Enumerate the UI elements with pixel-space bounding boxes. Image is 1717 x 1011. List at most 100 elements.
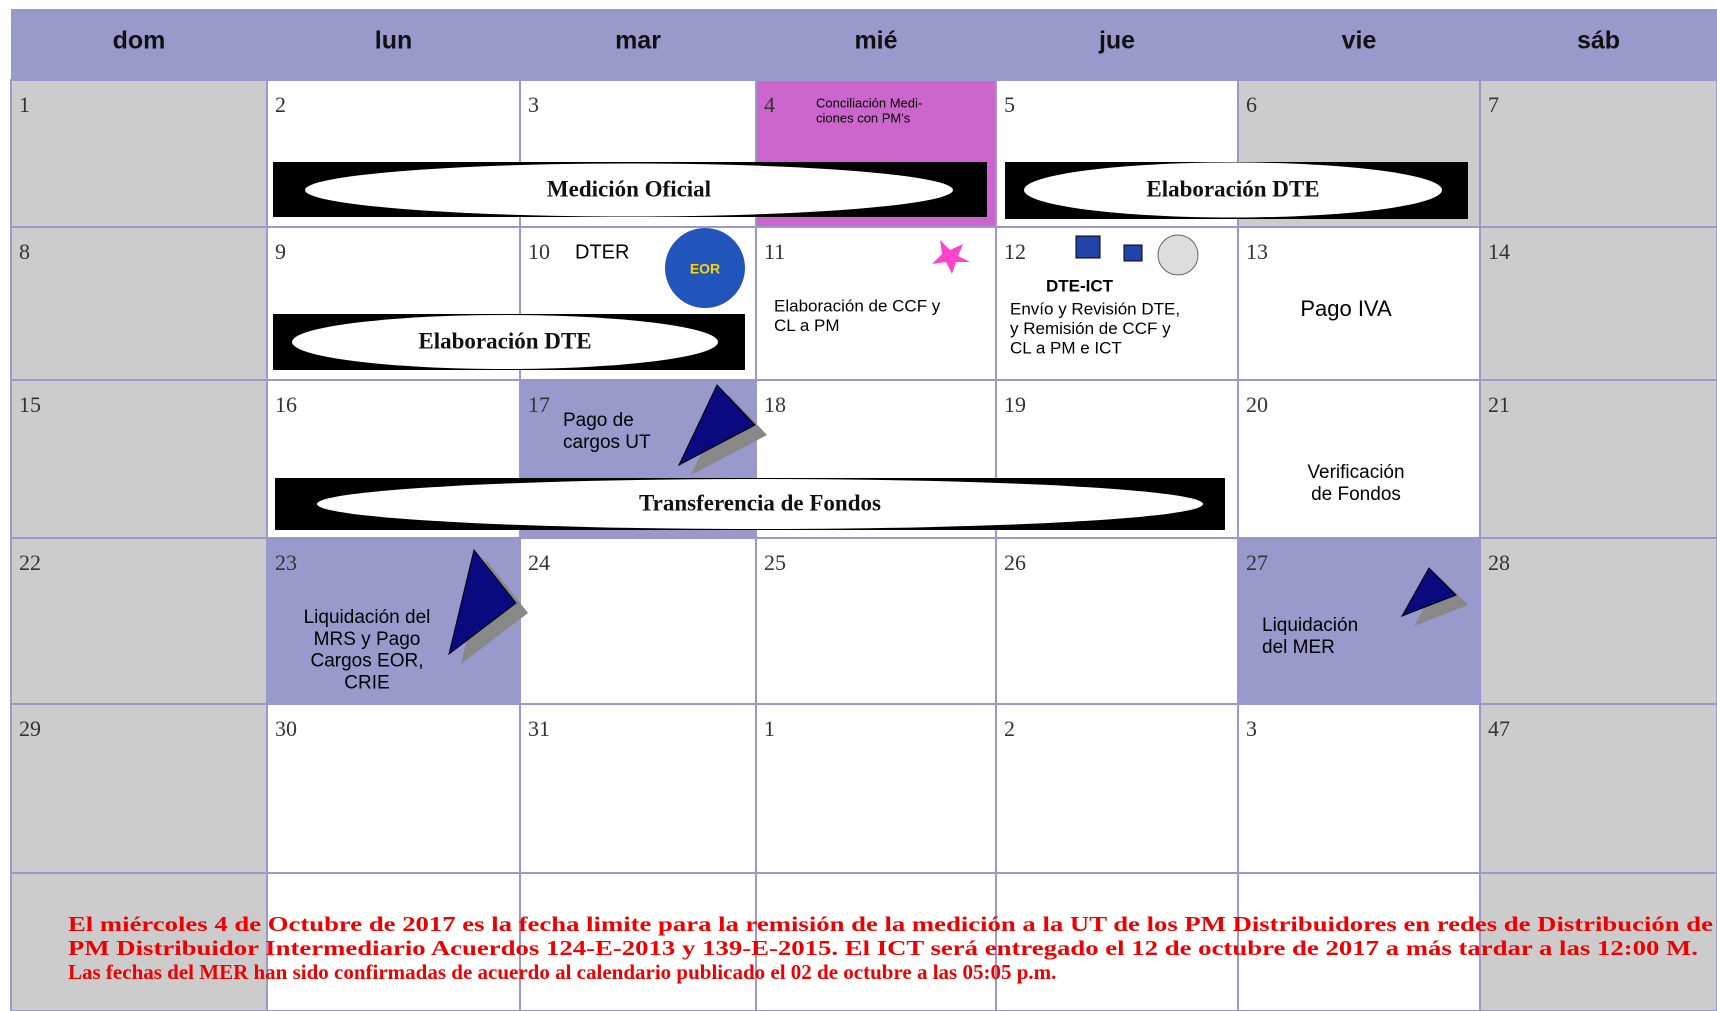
day-number: 19 [1004, 392, 1026, 417]
triangle [448, 548, 517, 656]
day-number: 13 [1246, 239, 1268, 264]
day-cell [1237, 537, 1481, 705]
day-number: 12 [1004, 239, 1026, 264]
day-number: 25 [764, 550, 786, 575]
day-cell [995, 703, 1239, 874]
day-number: 4 [764, 92, 775, 117]
star-icon [932, 240, 970, 274]
day-cell [266, 703, 521, 874]
banner-label: Elaboración DTE [418, 328, 591, 353]
day-header: lun [375, 27, 413, 55]
day-cell [10, 872, 268, 1011]
event-text: CL a PM e ICT [1010, 339, 1122, 358]
day-number: 21 [1488, 392, 1510, 417]
day-number: 2 [275, 92, 286, 117]
day-cell [755, 703, 997, 874]
header-bar [11, 9, 1717, 80]
event-text: CRIE [344, 673, 389, 694]
day-cell [10, 703, 268, 874]
day-number: 27 [1246, 550, 1268, 575]
day-number: 23 [275, 550, 297, 575]
day-cell [1237, 872, 1481, 1011]
day-cell [10, 379, 268, 539]
banner-ellipse [292, 315, 718, 369]
event-text: Conciliación Medi- [816, 95, 922, 110]
banner-label: Elaboración DTE [1146, 176, 1319, 201]
day-number: 17 [528, 392, 550, 417]
day-number: 14 [1488, 239, 1510, 264]
day-number: 3 [1246, 716, 1257, 741]
day-header: mar [615, 27, 661, 55]
event-text: Envío y Revisión DTE, [1010, 299, 1180, 318]
day-number: 1 [19, 92, 30, 117]
banner-label: Medición Oficial [547, 176, 711, 201]
footer-note: PM Distribuidor Intermediario Acuerdos 1… [68, 936, 1698, 960]
day-number: 7 [1488, 92, 1499, 117]
event-text: cargos UT [563, 432, 651, 453]
event-text: Verificación [1307, 462, 1404, 483]
day-header: jue [1098, 27, 1135, 55]
day-header: dom [113, 27, 166, 55]
computer-icon [1075, 235, 1101, 259]
day-number: 11 [764, 239, 785, 264]
day-number: 8 [19, 239, 30, 264]
day-header: sáb [1577, 27, 1620, 55]
event-text: Liquidación [1262, 615, 1358, 636]
day-number: 22 [19, 550, 41, 575]
day-cell [266, 872, 521, 1011]
day-cell [1479, 872, 1717, 1011]
day-number: 31 [528, 716, 550, 741]
day-cell [1237, 379, 1481, 539]
day-number: 26 [1004, 550, 1026, 575]
event-text: del MER [1262, 637, 1335, 658]
day-cell [519, 703, 757, 874]
day-cell [1479, 79, 1717, 228]
day-header: vie [1342, 27, 1377, 55]
day-cell [1479, 226, 1717, 381]
footer-note: Las fechas del MER han sido confirmadas … [68, 960, 1056, 984]
banner-ellipse [317, 479, 1203, 529]
eor-icon-label: EOR [690, 261, 720, 277]
day-header: mié [854, 27, 897, 55]
event-text: CL a PM [774, 316, 840, 335]
banner-ellipse [1024, 162, 1442, 218]
day-number: 18 [764, 392, 786, 417]
day-cell [995, 537, 1239, 705]
day-number: 6 [1246, 92, 1257, 117]
day-number: 29 [19, 716, 41, 741]
day-cell [755, 872, 997, 1011]
day-number: 15 [19, 392, 41, 417]
day-number: 10 [528, 239, 550, 264]
day-cell [10, 226, 268, 381]
banner-label: Transferencia de Fondos [639, 490, 881, 515]
day-number: 47 [1488, 716, 1510, 741]
triangle [677, 384, 756, 467]
day-cell [1479, 537, 1717, 705]
event-text: Pago IVA [1300, 296, 1392, 321]
day-cell [1479, 703, 1717, 874]
event-text: DTER [575, 241, 629, 263]
triangle [1400, 567, 1457, 617]
event-text: Elaboración de CCF y [774, 296, 941, 315]
day-cell [10, 79, 268, 228]
day-number: 2 [1004, 716, 1015, 741]
event-text: de Fondos [1311, 484, 1401, 505]
day-number: 9 [275, 239, 286, 264]
day-number: 3 [528, 92, 539, 117]
banner-ellipse [305, 163, 953, 217]
event-text: MRS y Pago [314, 629, 421, 650]
disc-icon [1157, 234, 1199, 276]
footer-note: El miércoles 4 de Octubre de 2017 es la … [68, 912, 1713, 936]
day-cell [1479, 379, 1717, 539]
day-cell [519, 872, 757, 1011]
event-text: ciones con PM's [816, 110, 911, 125]
day-number: 28 [1488, 550, 1510, 575]
eor-icon [665, 228, 745, 308]
computer-icon [1123, 244, 1143, 262]
event-text: DTE-ICT [1046, 276, 1114, 295]
day-cell [519, 537, 757, 705]
triangle-shadow [1414, 578, 1468, 626]
day-number: 20 [1246, 392, 1268, 417]
